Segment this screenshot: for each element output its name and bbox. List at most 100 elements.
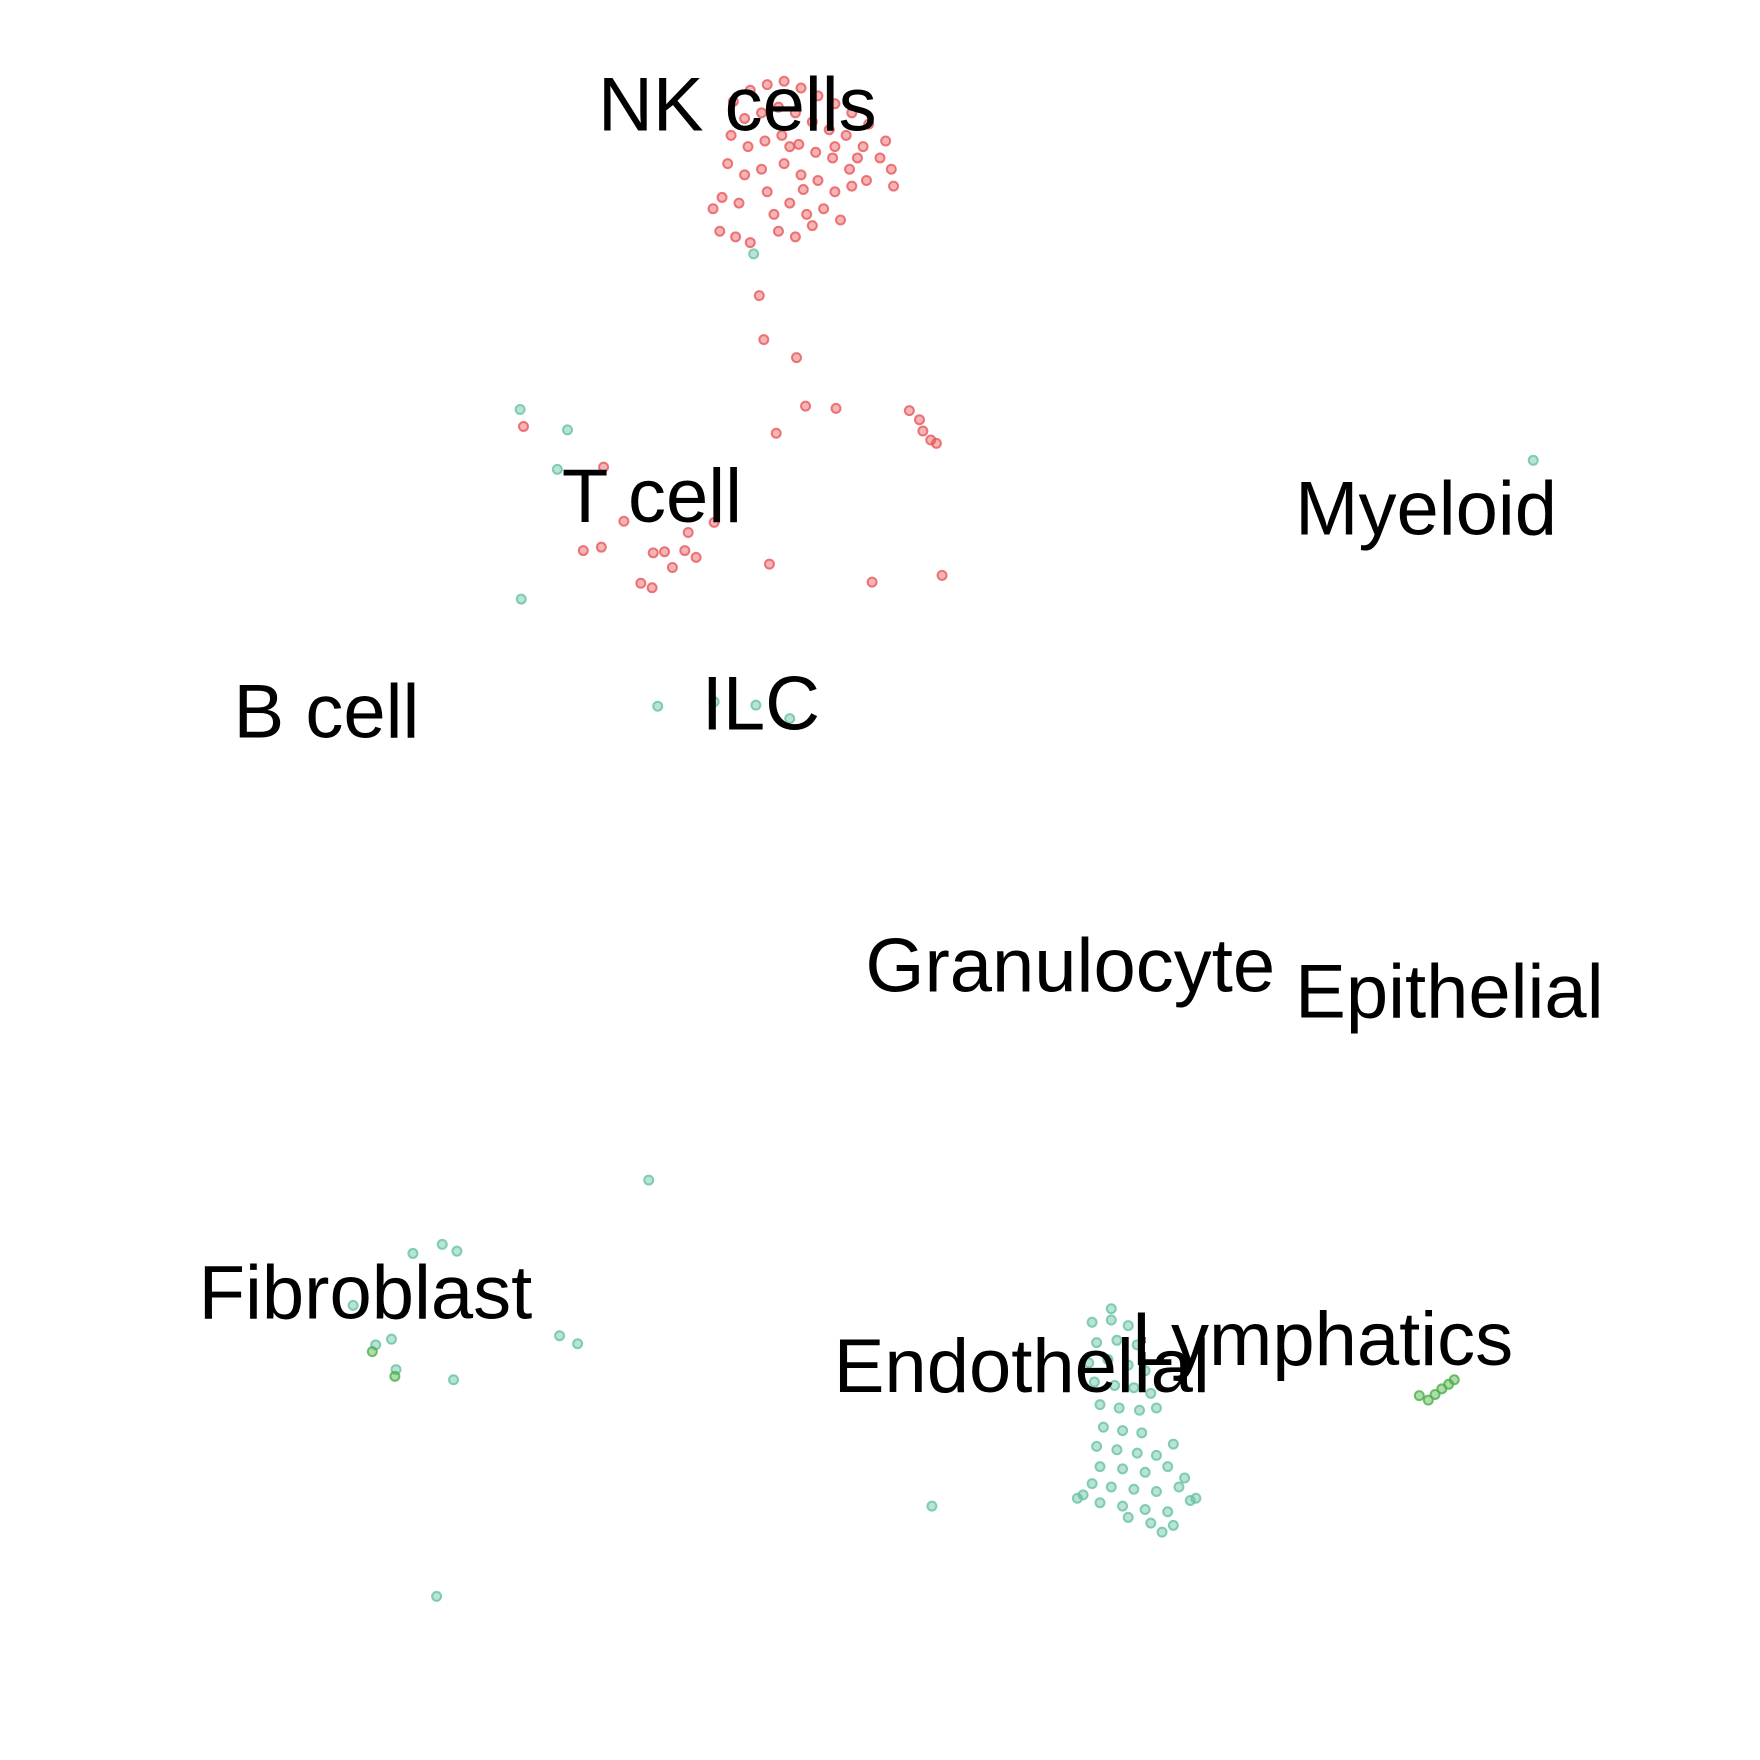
cluster-label: Fibroblast (199, 1251, 533, 1336)
point (1122, 1320, 1134, 1332)
cluster-label: Endothelial (834, 1324, 1210, 1409)
point (756, 163, 768, 175)
point (577, 545, 589, 557)
point (1091, 1337, 1103, 1349)
point (778, 158, 790, 170)
point (926, 1500, 938, 1512)
point (647, 547, 659, 559)
point (880, 135, 892, 147)
point (800, 400, 812, 412)
point (659, 546, 671, 558)
point (1136, 1427, 1148, 1439)
point (1083, 1357, 1095, 1369)
point (436, 1238, 448, 1250)
point (857, 141, 869, 153)
point (1162, 1461, 1174, 1473)
cluster-label: Epithelial (1295, 949, 1603, 1034)
point (784, 197, 796, 209)
point (1131, 1447, 1143, 1459)
point (554, 1330, 566, 1342)
cluster-label: B cell (234, 670, 420, 755)
point (784, 713, 796, 725)
point (1105, 1303, 1117, 1315)
point (830, 402, 842, 414)
point (768, 208, 780, 220)
point (448, 1374, 460, 1386)
point (1139, 1365, 1151, 1377)
cluster-label: ILC (702, 662, 820, 747)
point (1184, 1495, 1196, 1507)
point (1448, 1374, 1460, 1386)
point (795, 169, 807, 181)
point (595, 541, 607, 553)
point (1122, 1359, 1134, 1371)
point (860, 175, 872, 187)
point (1131, 1339, 1143, 1351)
point (1094, 1399, 1106, 1411)
point (407, 1247, 419, 1259)
point (1162, 1506, 1174, 1518)
point (753, 290, 765, 302)
point (1094, 1461, 1106, 1473)
point (789, 231, 801, 243)
point (646, 582, 658, 594)
point (829, 186, 841, 198)
point (1145, 1517, 1157, 1529)
point (874, 152, 886, 164)
point (1145, 1387, 1157, 1399)
point (1105, 1314, 1117, 1326)
point (1086, 1478, 1098, 1490)
point (823, 124, 835, 136)
point (666, 561, 678, 573)
point (733, 197, 745, 209)
point (1111, 1334, 1123, 1346)
point (936, 569, 948, 581)
point (682, 527, 694, 539)
point (716, 191, 728, 203)
point (818, 203, 830, 215)
point (829, 141, 841, 153)
point (517, 420, 529, 432)
point (917, 425, 929, 437)
point (1527, 454, 1539, 466)
point (561, 424, 573, 436)
point (727, 96, 739, 108)
point (1117, 1500, 1129, 1512)
point (1139, 1504, 1151, 1516)
point (515, 593, 527, 605)
point (1105, 1481, 1117, 1493)
point (1429, 1388, 1441, 1400)
point (385, 1333, 397, 1345)
point (730, 231, 742, 243)
point (1173, 1481, 1185, 1493)
point (652, 700, 664, 712)
cluster-label: NK cells (598, 63, 877, 148)
point (366, 1346, 378, 1358)
point (1094, 1497, 1106, 1509)
cluster-label: T cell (562, 454, 742, 539)
point (863, 118, 875, 130)
point (827, 152, 839, 164)
point (1097, 1421, 1109, 1433)
point (789, 107, 801, 119)
point (1088, 1376, 1100, 1388)
point (784, 141, 796, 153)
point (551, 463, 563, 475)
point (888, 180, 900, 192)
point (1111, 1444, 1123, 1456)
point (1091, 1440, 1103, 1452)
point (758, 334, 770, 346)
point (1128, 1483, 1140, 1495)
point (679, 545, 691, 557)
point (572, 1338, 584, 1350)
point (389, 1370, 401, 1382)
point (885, 163, 897, 175)
point (708, 516, 720, 528)
point (772, 225, 784, 237)
point (851, 152, 863, 164)
point (1179, 1472, 1191, 1484)
point (756, 107, 768, 119)
point (846, 107, 858, 119)
